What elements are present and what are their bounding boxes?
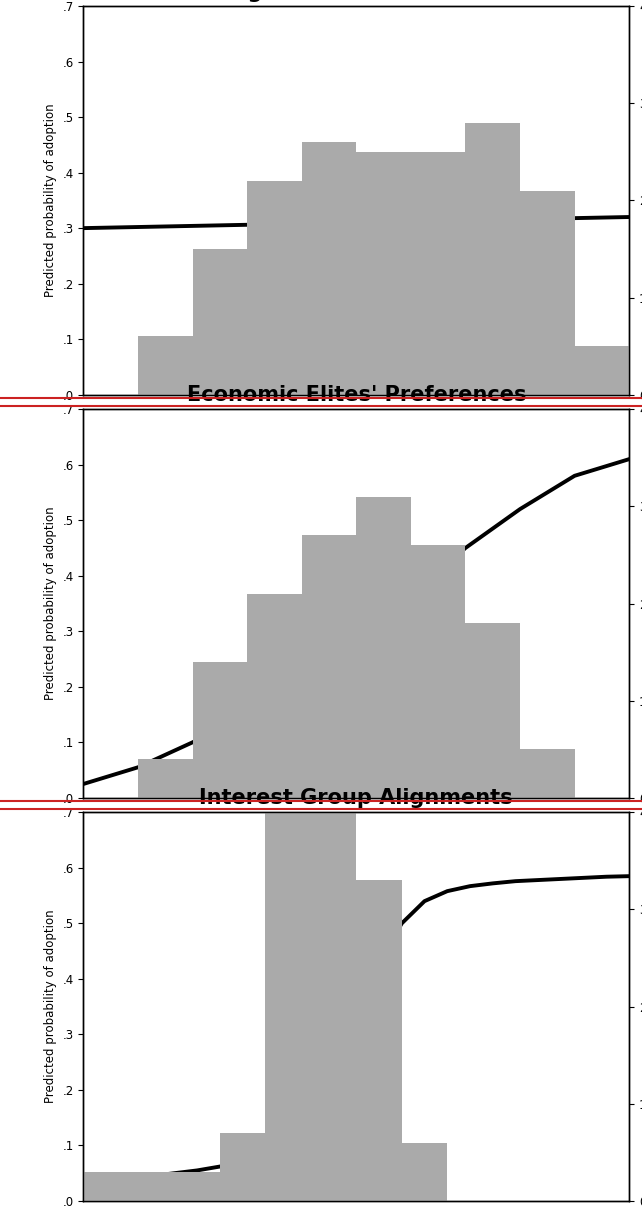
Bar [265,666,311,1201]
Bar [411,546,465,798]
Bar [411,152,465,395]
Bar [311,589,356,1201]
Bar [465,123,520,395]
Bar [575,346,629,395]
Bar [220,1133,265,1201]
Bar [356,880,402,1201]
Bar [129,1172,175,1201]
Bar [175,1172,220,1201]
Title: Interest Group Alignments: Interest Group Alignments [200,788,513,807]
Title: Average Citizens' Preferences: Average Citizens' Preferences [180,0,533,1]
Bar [520,750,575,798]
Bar [520,191,575,395]
Bar [356,152,411,395]
Bar [402,1143,447,1201]
Bar [193,661,247,798]
Bar [247,181,302,395]
Bar [302,142,356,395]
Bar [356,496,411,798]
Bar [302,536,356,798]
Bar [247,594,302,798]
Y-axis label: Predicted probability of adoption: Predicted probability of adoption [44,507,57,700]
Bar [193,249,247,395]
Bar [465,623,520,798]
Title: Economic Elites' Preferences: Economic Elites' Preferences [187,385,526,404]
Bar [138,759,193,798]
Y-axis label: Predicted probability of adoption: Predicted probability of adoption [44,910,57,1103]
Bar [138,337,193,395]
Y-axis label: Predicted probability of adoption: Predicted probability of adoption [44,104,57,297]
Bar [83,1172,129,1201]
